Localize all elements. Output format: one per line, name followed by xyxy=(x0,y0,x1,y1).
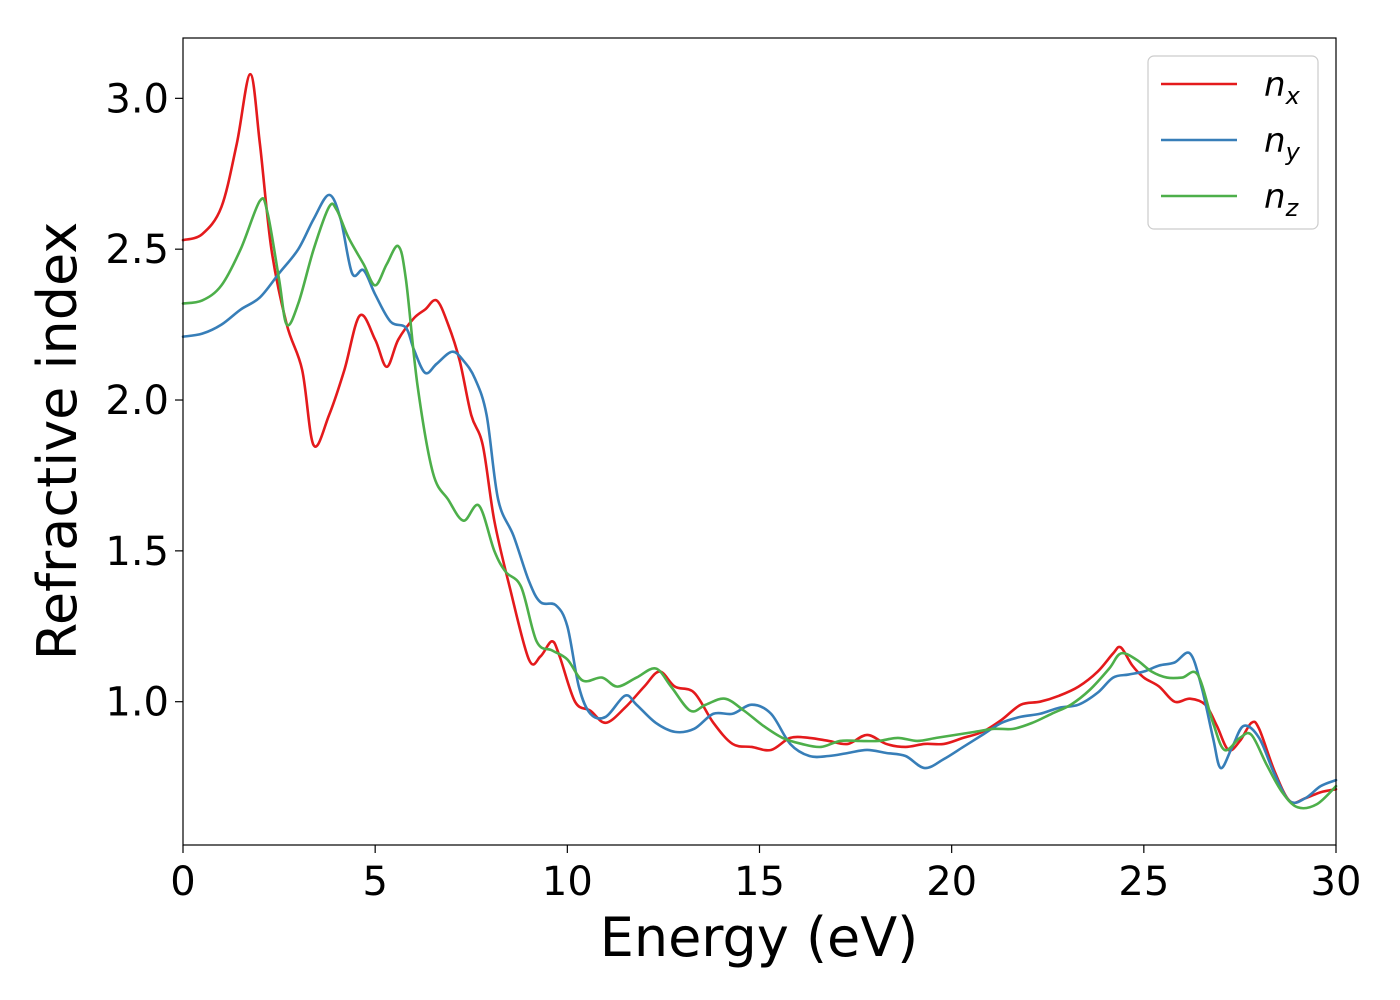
legend-label-x: nx xyxy=(1264,65,1301,110)
series-line-x xyxy=(181,72,1338,805)
series-line-z xyxy=(181,197,1338,810)
legend-label-y: ny xyxy=(1264,121,1301,166)
x-tick-label: 10 xyxy=(542,859,593,905)
x-tick-label: 5 xyxy=(362,859,387,905)
y-tick-label: 2.0 xyxy=(105,378,169,424)
series-line-y xyxy=(181,193,1338,805)
x-axis-label: Energy (eV) xyxy=(600,906,919,969)
y-tick-label: 3.0 xyxy=(105,76,169,122)
legend-box xyxy=(1147,55,1319,230)
x-tick-label: 25 xyxy=(1118,859,1169,905)
x-axis: 0 5 10 15 20 25 30 xyxy=(170,845,1361,905)
x-tick-label: 0 xyxy=(170,859,195,905)
y-tick-label: 1.0 xyxy=(105,680,169,726)
x-tick-label: 15 xyxy=(734,859,785,905)
x-tick-label: 20 xyxy=(926,859,977,905)
x-tick-label: 30 xyxy=(1311,859,1362,905)
y-tick-label: 2.5 xyxy=(105,227,169,273)
y-axis: 1.0 1.5 2.0 2.5 3.0 xyxy=(105,76,183,726)
series-layer xyxy=(181,72,1338,810)
y-tick-label: 1.5 xyxy=(105,529,169,575)
y-axis-label: Refractive index xyxy=(26,222,89,661)
